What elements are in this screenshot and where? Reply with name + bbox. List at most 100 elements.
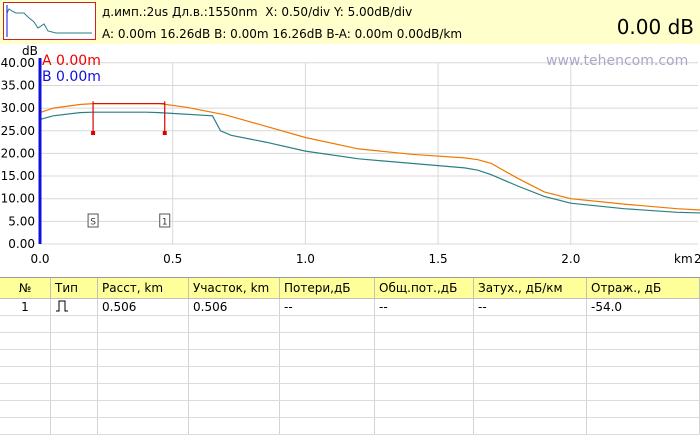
empty-cell: [188, 400, 280, 418]
empty-cell: [188, 349, 280, 367]
empty-cell: [0, 349, 51, 367]
empty-table-row: [0, 366, 700, 384]
empty-cell: [473, 400, 587, 418]
y-tick-label: 40.00: [1, 56, 35, 70]
empty-cell: [586, 349, 700, 367]
empty-cell: [586, 315, 700, 333]
empty-cell: [279, 332, 375, 350]
col-attenuation[interactable]: Затух., дБ/км: [473, 278, 587, 299]
empty-cell: [0, 315, 51, 333]
empty-cell: [279, 400, 375, 418]
empty-table-row: [0, 315, 700, 333]
y-tick-label: 30.00: [1, 101, 35, 115]
event-flag-box[interactable]: [87, 213, 99, 228]
col-type[interactable]: Тип: [50, 278, 98, 299]
empty-cell: [279, 366, 375, 384]
col-total-loss[interactable]: Общ.пот.,дБ: [374, 278, 474, 299]
col-section[interactable]: Участок, km: [188, 278, 280, 299]
cell-type: [50, 298, 98, 316]
markers-readout: A: 0.00m 16.26dB B: 0.00m 16.26dB B-A: 0…: [102, 27, 463, 41]
col-number[interactable]: №: [0, 278, 51, 299]
empty-cell: [188, 417, 280, 435]
col-distance[interactable]: Расст, km: [97, 278, 189, 299]
empty-cell: [97, 315, 189, 333]
cursor-a-label: A 0.00m: [42, 53, 101, 69]
empty-cell: [50, 349, 98, 367]
empty-cell: [50, 383, 98, 401]
plot-grid: [39, 62, 698, 245]
empty-table-row: [0, 417, 700, 435]
event-flag-box[interactable]: [159, 213, 171, 228]
empty-cell: [473, 366, 587, 384]
empty-cell: [473, 383, 587, 401]
cursor-b-label: B 0.00m: [42, 69, 101, 85]
empty-cell: [97, 383, 189, 401]
cell-attenuation: --: [473, 298, 587, 316]
watermark-text: www.tehencom.com: [546, 53, 688, 69]
empty-cell: [97, 366, 189, 384]
empty-cell: [50, 417, 98, 435]
event-table-header: № Тип Расст, km Участок, km Потери,дБ Об…: [0, 278, 700, 299]
thumbnail-trace: [6, 8, 92, 34]
trace-overview-thumbnail[interactable]: [3, 2, 96, 40]
empty-cell: [586, 383, 700, 401]
trace-orange: [39, 102, 700, 211]
empty-cell: [97, 332, 189, 350]
x-tick-label: 0.0: [30, 252, 49, 266]
empty-cell: [473, 332, 587, 350]
y-tick-label: 15.00: [1, 169, 35, 183]
cell-loss: --: [279, 298, 375, 316]
empty-table-row: [0, 332, 700, 350]
y-axis-unit: dB: [22, 44, 38, 58]
empty-cell: [374, 349, 474, 367]
y-tick-label: 5.00: [8, 214, 35, 228]
empty-cell: [586, 417, 700, 435]
empty-cell: [0, 332, 51, 350]
reflectogram-plot[interactable]: 40.00 35.00 30.00 25.00 20.00 15.00 10.00 5.00 0…: [0, 44, 700, 272]
empty-cell: [97, 417, 189, 435]
event-table-panel: № Тип Расст, km Участок, km Потери,дБ Об…: [0, 277, 700, 448]
x-tick-labels: 0.00.51.01.52.02.53.03.54.04.5: [30, 252, 700, 266]
empty-cell: [50, 366, 98, 384]
empty-cell: [188, 315, 280, 333]
empty-cell: [50, 315, 98, 333]
event-flag-label: S: [90, 218, 96, 228]
empty-cell: [374, 383, 474, 401]
x-tick-label: 1.5: [429, 252, 448, 266]
pulse-width: д.имп.:2us: [102, 5, 169, 19]
x-tick-label: 0.5: [163, 252, 182, 266]
empty-cell: [0, 383, 51, 401]
scale-readout: X: 0.50/div Y: 5.00dB/div: [265, 5, 413, 19]
trace-teal: [39, 111, 700, 214]
event-marker-dot[interactable]: [91, 131, 96, 136]
wavelength: Дл.в.:1550nm: [172, 5, 258, 19]
col-reflectance[interactable]: Отраж., дБ: [586, 278, 700, 299]
info-header: д.имп.:2us Дл.в.:1550nm X: 0.50/div Y: 5…: [0, 0, 700, 45]
acquisition-settings: д.имп.:2us Дл.в.:1550nm X: 0.50/div Y: 5…: [102, 5, 412, 19]
y-tick-label: 25.00: [1, 124, 35, 138]
empty-cell: [374, 417, 474, 435]
x-tick-label: 2.5: [694, 252, 700, 266]
y-tick-labels: 40.00 35.00 30.00 25.00 20.00 15.00 10.00 5.00 0…: [1, 56, 35, 251]
empty-cell: [188, 366, 280, 384]
empty-cell: [473, 315, 587, 333]
empty-cell: [374, 315, 474, 333]
empty-cell: [97, 400, 189, 418]
event-marker-dot[interactable]: [162, 131, 167, 136]
empty-cell: [473, 417, 587, 435]
empty-cell: [279, 349, 375, 367]
empty-table-row: [0, 349, 700, 367]
empty-cell: [374, 366, 474, 384]
col-loss[interactable]: Потери,дБ: [279, 278, 375, 299]
table-row[interactable]: 1 0.506 0.506 -- -- -- -54.0: [0, 298, 700, 316]
empty-cell: [188, 383, 280, 401]
empty-cell: [279, 315, 375, 333]
x-axis-unit: km: [674, 252, 693, 266]
empty-cell: [0, 400, 51, 418]
y-tick-label: 0.00: [8, 237, 35, 251]
reflective-event-icon: [56, 300, 68, 311]
cell-section: 0.506: [188, 298, 280, 316]
event-markers: [91, 101, 167, 136]
empty-cell: [279, 383, 375, 401]
empty-cell: [586, 332, 700, 350]
